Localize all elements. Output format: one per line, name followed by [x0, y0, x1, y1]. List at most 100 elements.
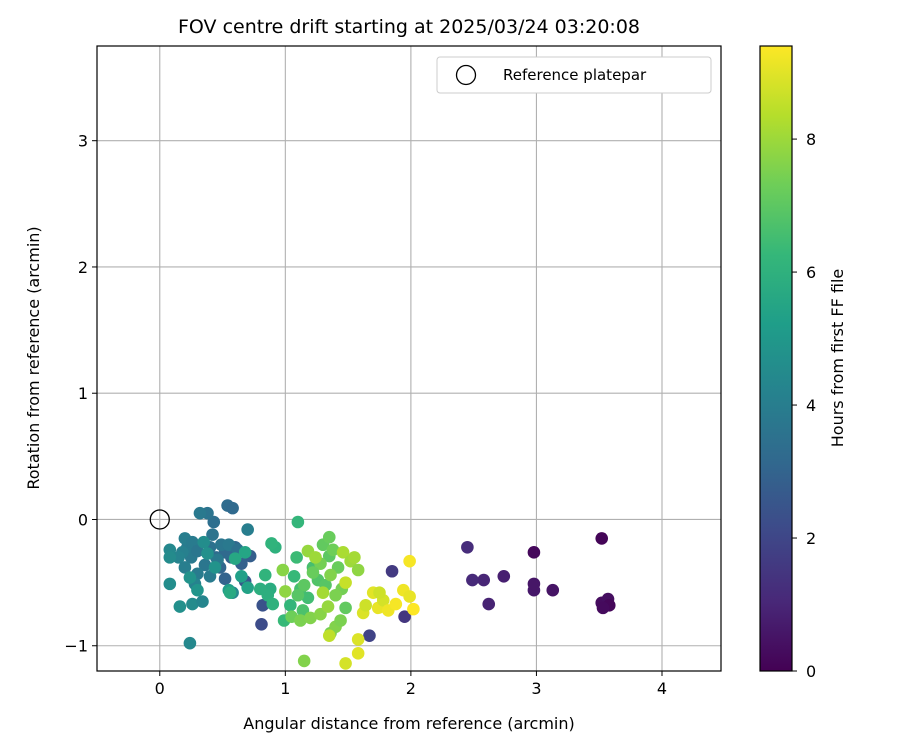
- y-tick-label: 0: [78, 510, 88, 529]
- data-points: [163, 499, 616, 670]
- scatter-point: [197, 535, 211, 549]
- x-tick-label: 1: [280, 679, 290, 698]
- scatter-point: [309, 551, 322, 564]
- scatter-point: [276, 563, 290, 577]
- scatter-point: [477, 573, 491, 587]
- scatter-point: [241, 581, 254, 594]
- scatter-point: [235, 570, 248, 583]
- scatter-point: [191, 544, 204, 558]
- scatter-point: [183, 636, 197, 650]
- scatter-point: [339, 601, 352, 615]
- scatter-point: [228, 552, 242, 565]
- scatter-point: [322, 530, 336, 544]
- scatter-point: [596, 601, 610, 615]
- scatter-point: [178, 561, 192, 574]
- scatter-point: [322, 629, 336, 642]
- scatter-point: [256, 599, 270, 612]
- scatter-point: [297, 654, 311, 668]
- colorbar-tick-label: 6: [806, 263, 816, 282]
- legend-box: [436, 56, 712, 94]
- colorbar: [760, 46, 792, 671]
- scatter-point: [297, 578, 311, 592]
- scatter-point: [363, 629, 376, 642]
- scatter-point: [241, 523, 254, 536]
- scatter-point: [482, 597, 496, 611]
- scatter-point: [218, 572, 232, 586]
- scatter-point: [321, 600, 335, 613]
- scatter-point: [287, 570, 301, 583]
- scatter-point: [301, 591, 315, 605]
- x-tick-label: 3: [531, 679, 541, 698]
- scatter-point: [595, 532, 609, 545]
- scatter-point: [306, 566, 320, 579]
- scatter-point: [527, 577, 541, 591]
- legend: Reference platepar: [436, 56, 712, 94]
- scatter-point: [304, 611, 317, 625]
- x-tick-label: 2: [406, 679, 416, 698]
- scatter-point: [389, 597, 403, 611]
- legend-marker-icon: [455, 64, 477, 86]
- scatter-point: [339, 657, 352, 670]
- scatter-point: [265, 537, 278, 550]
- scatter-point: [238, 546, 252, 559]
- x-tick-label: 4: [657, 679, 667, 698]
- scatter-point: [294, 614, 307, 627]
- scatter-point: [461, 540, 474, 554]
- scatter-point: [266, 597, 280, 611]
- scatter-point: [196, 595, 209, 608]
- scatter-point: [546, 583, 560, 597]
- scatter-point: [207, 515, 221, 529]
- scatter-point: [223, 586, 237, 600]
- scatter-point: [316, 586, 330, 600]
- scatter-point: [208, 561, 222, 574]
- y-tick-label: 2: [78, 258, 88, 277]
- y-axis-label: Rotation from reference (arcmin): [24, 226, 43, 489]
- scatter-point: [407, 602, 420, 616]
- x-tick-label: 0: [155, 679, 165, 698]
- chart-title: FOV centre drift starting at 2025/03/24 …: [178, 16, 640, 38]
- reference-point: [149, 509, 170, 530]
- colorbar-tick-label: 4: [806, 396, 816, 415]
- scatter-point: [291, 588, 305, 602]
- scatter-point: [183, 571, 197, 584]
- scatter-point: [497, 570, 511, 583]
- scatter-point: [291, 515, 305, 529]
- scatter-point: [329, 588, 342, 602]
- reference-platepar-marker: [149, 509, 170, 530]
- scatter-point: [324, 568, 337, 582]
- scatter-point: [334, 614, 347, 627]
- scatter-point: [326, 543, 340, 557]
- scatter-point: [258, 568, 272, 582]
- scatter-point: [163, 577, 177, 591]
- colorbar-label: Hours from first FF file: [828, 269, 847, 448]
- plot-frame: [96, 45, 722, 672]
- x-axis: 0 1 2 3 4: [155, 671, 667, 698]
- scatter-point: [226, 501, 239, 515]
- grid: [97, 46, 721, 671]
- scatter-point: [351, 563, 365, 577]
- scatter-point: [193, 506, 207, 520]
- scatter-point: [348, 551, 361, 564]
- scatter-point: [398, 610, 411, 624]
- x-axis-label: Angular distance from reference (arcmin): [243, 714, 574, 733]
- scatter-point: [201, 547, 214, 560]
- scatter-point: [527, 546, 541, 559]
- scatter-point: [336, 546, 350, 559]
- scatter-point: [359, 599, 372, 612]
- scatter-point: [186, 597, 199, 611]
- y-tick-label: 3: [78, 132, 88, 151]
- scatter-point: [173, 600, 187, 613]
- scatter-point: [403, 554, 416, 568]
- scatter-point: [255, 617, 268, 631]
- colorbar-tick-label: 8: [806, 130, 816, 149]
- scatter-point: [172, 551, 185, 564]
- scatter-point: [279, 585, 292, 598]
- y-tick-label: −1: [64, 637, 88, 656]
- scatter-point: [191, 583, 204, 597]
- scatter-point: [351, 647, 365, 660]
- scatter-point: [403, 590, 416, 603]
- scatter-point: [466, 573, 479, 587]
- y-axis: −1 0 1 2 3: [64, 132, 97, 656]
- scatter-point: [206, 528, 219, 541]
